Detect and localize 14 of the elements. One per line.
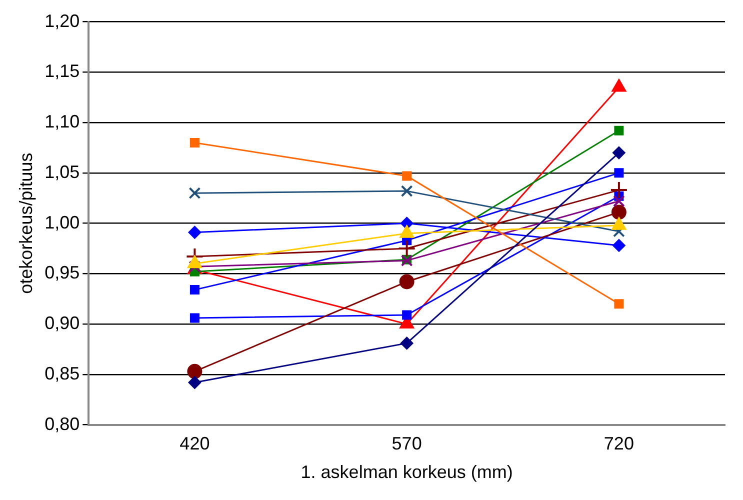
y-tick-label: 1,05 <box>44 162 80 182</box>
y-tick-label: 0,95 <box>44 262 80 283</box>
y-tick-label: 1,00 <box>44 212 80 232</box>
x-tick-label: 720 <box>604 434 634 454</box>
y-tick-label: 0,80 <box>44 414 80 434</box>
y-tick-label: 0,85 <box>44 363 80 384</box>
y-tick-label: 1,20 <box>44 10 80 31</box>
x-tick-label: 420 <box>180 434 210 454</box>
y-tick-label: 1,10 <box>44 112 80 132</box>
y-tick-label: 0,90 <box>44 313 80 334</box>
y-tick-label: 1,15 <box>44 61 80 82</box>
y-axis-title: otekorkeus/pituus <box>16 152 36 294</box>
x-tick-label: 570 <box>392 434 422 454</box>
x-axis-title: 1. askelman korkeus (mm) <box>300 462 513 482</box>
